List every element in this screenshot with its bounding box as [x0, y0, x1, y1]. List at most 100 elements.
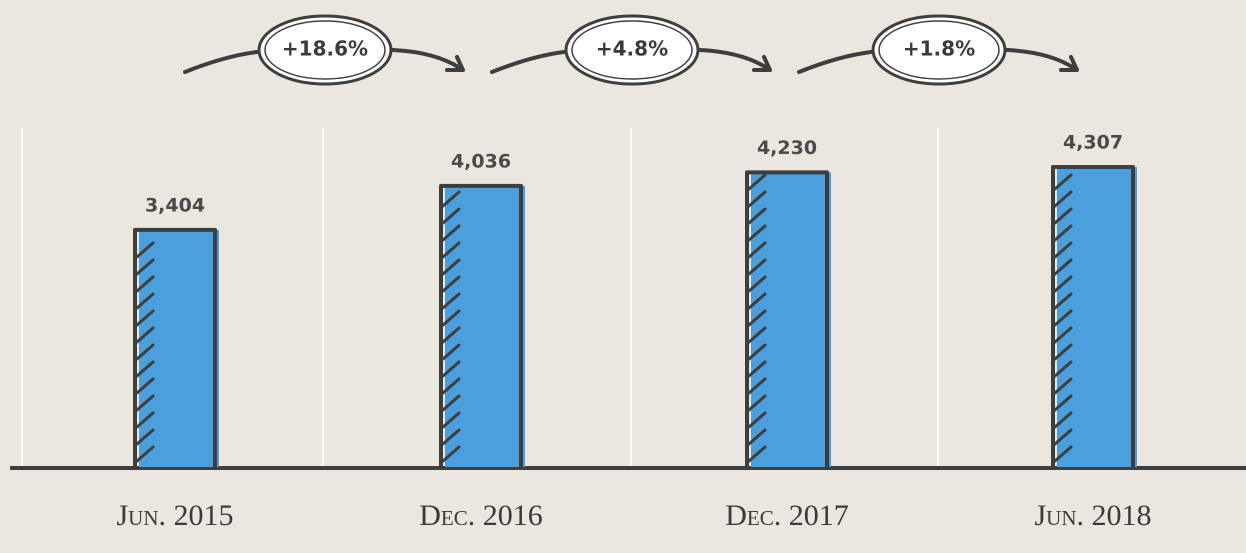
- annotation-bubble-inner: [878, 20, 1000, 80]
- hatch-line: [441, 377, 461, 395]
- hatch-line: [747, 428, 767, 446]
- bar-outline: [745, 170, 829, 467]
- bar: [1057, 167, 1137, 467]
- annotation: +18.6%: [282, 37, 368, 61]
- bar: [445, 185, 525, 467]
- arrow-right: [698, 48, 769, 70]
- x-tick-label: Dec. 2016: [419, 499, 543, 532]
- hatch-line: [747, 207, 767, 225]
- arrow-head: [445, 55, 465, 72]
- annotation-bubble-inner: [264, 20, 386, 80]
- x-tick-label: Jun. 2015: [116, 499, 233, 532]
- hatch-line: [1053, 292, 1073, 310]
- hatch-line: [441, 309, 461, 327]
- hatch-line: [747, 275, 767, 293]
- hatch-line: [1053, 360, 1073, 378]
- hatch-line: [1053, 224, 1073, 242]
- hatch-line: [1053, 411, 1073, 429]
- hatch-line: [747, 394, 767, 412]
- hatch-line: [747, 292, 767, 310]
- hatch-line: [135, 343, 155, 361]
- hatch-line: [135, 394, 155, 412]
- arrow-left: [183, 50, 259, 74]
- hatch-line: [441, 275, 461, 293]
- x-tick-label: Dec. 2017: [725, 499, 849, 532]
- hatch-line: [1053, 343, 1073, 361]
- bar-outline: [439, 183, 523, 467]
- annotation-bubble: [257, 14, 393, 86]
- hatch-line: [441, 292, 461, 310]
- value-label: 4,230: [757, 137, 817, 159]
- hatch-line: [135, 292, 155, 310]
- hatch-line: [135, 258, 155, 276]
- hatch-line: [1053, 428, 1073, 446]
- arrow-left: [490, 50, 566, 74]
- hatch: [1053, 173, 1073, 463]
- hatch: [747, 173, 767, 463]
- hatch-line: [1053, 394, 1073, 412]
- hatch: [441, 190, 461, 463]
- hatch-line: [441, 190, 461, 208]
- hatch-line: [441, 207, 461, 225]
- hatch-line: [1053, 326, 1073, 344]
- bar: [139, 229, 219, 467]
- hatch-line: [441, 258, 461, 276]
- hatch-line: [747, 309, 767, 327]
- annotation-bubble-inner: [571, 20, 693, 80]
- annotation: +1.8%: [903, 37, 975, 61]
- hatch-line: [441, 360, 461, 378]
- column-separators: [21, 128, 939, 467]
- hatch-line: [441, 241, 461, 259]
- hatch-line: [135, 309, 155, 327]
- hatch-line: [441, 428, 461, 446]
- hatch-line: [1053, 309, 1073, 327]
- hatch-line: [1053, 445, 1073, 463]
- hatch-line: [135, 377, 155, 395]
- value-label: 4,307: [1063, 132, 1123, 154]
- hatch-line: [441, 394, 461, 412]
- hatch-line: [441, 224, 461, 242]
- arrow-right: [391, 48, 462, 70]
- value-label: 3,404: [145, 194, 205, 216]
- hatch: [135, 241, 155, 463]
- annotation-bubble: [564, 14, 700, 86]
- hatch-line: [135, 411, 155, 429]
- bar-outline: [1051, 165, 1135, 467]
- hatch-line: [441, 411, 461, 429]
- hatch-line: [135, 326, 155, 344]
- hatch-line: [747, 173, 767, 191]
- hatch-line: [135, 428, 155, 446]
- hatch-line: [1053, 207, 1073, 225]
- hatch-line: [747, 224, 767, 242]
- hatch-line: [1053, 173, 1073, 191]
- arrow-left: [797, 50, 873, 74]
- hatch-line: [747, 360, 767, 378]
- hatch-line: [135, 241, 155, 259]
- hatch-line: [1053, 241, 1073, 259]
- hatch-line: [747, 326, 767, 344]
- value-label: 4,036: [451, 150, 511, 172]
- arrow-head: [1059, 55, 1079, 72]
- hatch-line: [1053, 190, 1073, 208]
- arrow-head: [752, 55, 772, 72]
- hatch-line: [747, 258, 767, 276]
- hatch-line: [747, 445, 767, 463]
- hatch-line: [441, 343, 461, 361]
- hatch-line: [1053, 377, 1073, 395]
- annotation-bubble: [871, 14, 1007, 86]
- hatch-line: [135, 360, 155, 378]
- hatch-line: [1053, 275, 1073, 293]
- hatch-line: [441, 445, 461, 463]
- hatch-line: [1053, 258, 1073, 276]
- arrow-right: [1005, 48, 1076, 70]
- annotation: +4.8%: [596, 37, 668, 61]
- hatch-line: [747, 411, 767, 429]
- bar-outline: [133, 227, 217, 467]
- hatch-line: [747, 377, 767, 395]
- hatch-line: [747, 190, 767, 208]
- hatch-line: [441, 326, 461, 344]
- x-tick-label: Jun. 2018: [1034, 499, 1151, 532]
- hatch-line: [747, 241, 767, 259]
- bar: [751, 172, 831, 468]
